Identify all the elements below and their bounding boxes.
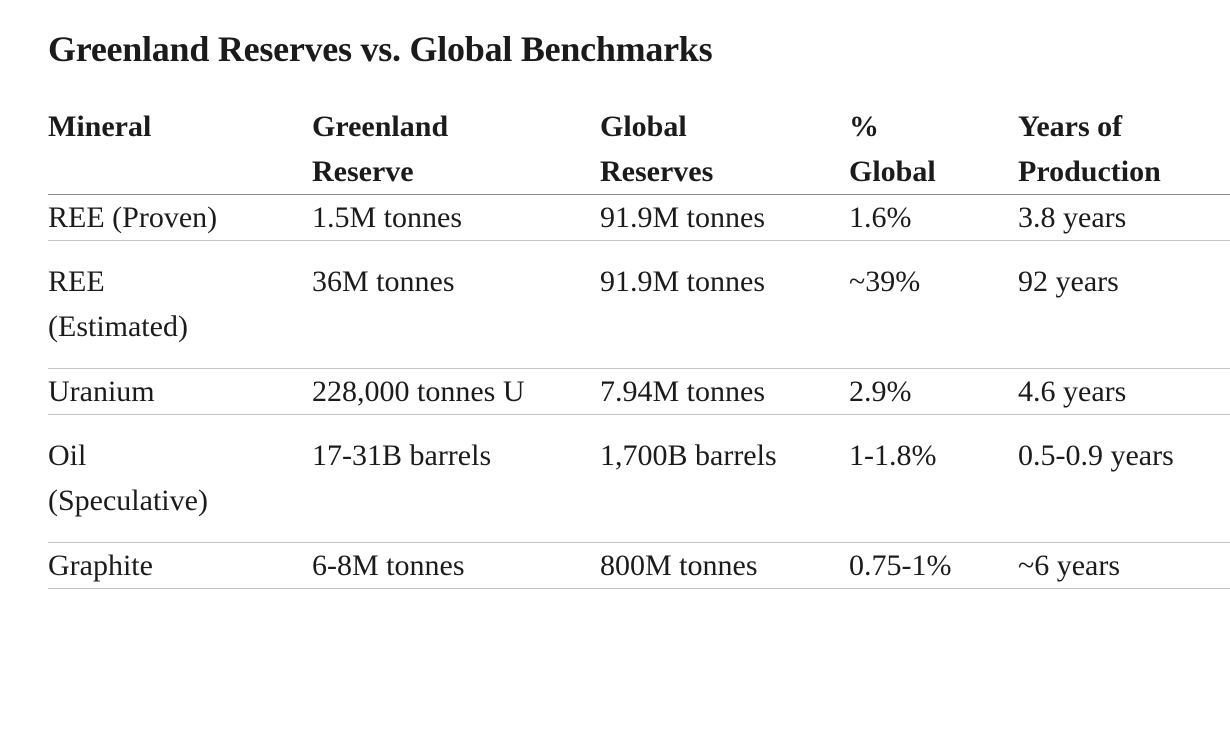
table-header-row: Mineral Greenland Reserve Global Reserves%… <box>48 104 1230 195</box>
table-cell-greenland-reserve: 6-8M tonnes <box>312 542 600 589</box>
benchmarks-table: Mineral Greenland Reserve Global Reserves%… <box>48 104 1230 589</box>
table-cell-mineral: REE (Estimated) <box>48 240 312 369</box>
table-row: REE (Proven) 1.5M tonnes 91.9M tonnes 1.6% 3… <box>48 194 1230 241</box>
table-cell-percent-global: ~39% <box>849 240 1018 369</box>
column-header-years-of-production: Years of Production <box>1018 104 1230 195</box>
table-cell-percent-global: 2.9% <box>849 368 1018 415</box>
table-cell-percent-global: 1.6% <box>849 194 1018 241</box>
table-cell-global-reserves: 7.94M tonnes <box>600 368 849 415</box>
table-cell-global-reserves: 91.9M tonnes <box>600 194 849 241</box>
table-cell-percent-global: 0.75-1% <box>849 542 1018 589</box>
table-cell-percent-global: 1-1.8% <box>849 414 1018 543</box>
article-page: Greenland Reserves vs. Global Benchmarks… <box>48 29 1230 589</box>
table-cell-mineral: REE (Proven) <box>48 194 312 241</box>
table-cell-global-reserves: 91.9M tonnes <box>600 240 849 369</box>
table-row: Graphite 6-8M tonnes 800M tonnes 0.75-1% ~6 … <box>48 542 1230 589</box>
table-cell-mineral: Oil (Speculative) <box>48 414 312 543</box>
table-cell-global-reserves: 800M tonnes <box>600 542 849 589</box>
table-body: REE (Proven) 1.5M tonnes 91.9M tonnes 1.6% 3… <box>48 194 1230 589</box>
table-row: Oil (Speculative) 17-31B barrels 1,700B ba… <box>48 414 1230 543</box>
table-row: Uranium 228,000 tonnes U 7.94M tonnes 2.9% 4… <box>48 368 1230 415</box>
table-cell-years-of-production: 3.8 years <box>1018 194 1230 241</box>
table-cell-global-reserves: 1,700B barrels <box>600 414 849 543</box>
column-header-global-reserves: Global Reserves <box>600 104 849 195</box>
table-row: REE (Estimated) 36M tonnes 91.9M tonnes ~39… <box>48 240 1230 369</box>
table-cell-greenland-reserve: 1.5M tonnes <box>312 194 600 241</box>
table-cell-mineral: Uranium <box>48 368 312 415</box>
table-cell-mineral: Graphite <box>48 542 312 589</box>
table-cell-greenland-reserve: 36M tonnes <box>312 240 600 369</box>
page-title: Greenland Reserves vs. Global Benchmarks <box>48 29 713 69</box>
column-header-mineral: Mineral <box>48 104 312 195</box>
table-cell-years-of-production: ~6 years <box>1018 542 1230 589</box>
table-cell-greenland-reserve: 228,000 tonnes U <box>312 368 600 415</box>
table-cell-greenland-reserve: 17-31B barrels <box>312 414 600 543</box>
column-header-percent-global: % Global <box>849 104 1018 195</box>
table-cell-years-of-production: 4.6 years <box>1018 368 1230 415</box>
table-cell-years-of-production: 0.5-0.9 years <box>1018 414 1230 543</box>
column-header-greenland-reserve: Greenland Reserve <box>312 104 600 195</box>
table-header: Mineral Greenland Reserve Global Reserves%… <box>48 104 1230 195</box>
table-cell-years-of-production: 92 years <box>1018 240 1230 369</box>
